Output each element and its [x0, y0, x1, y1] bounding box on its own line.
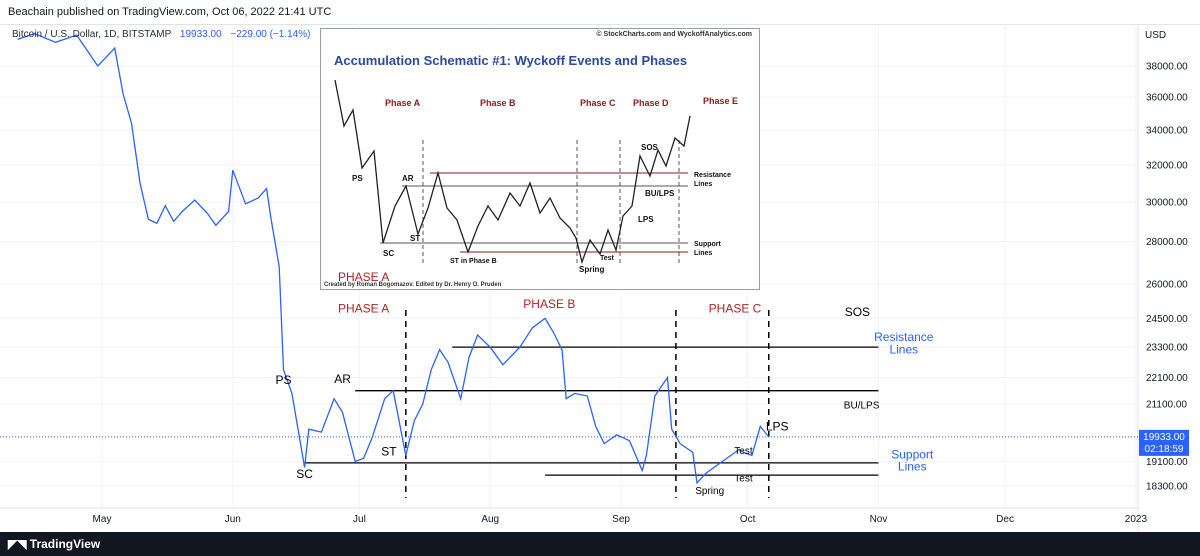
- chart-annotation: PHASE C: [709, 301, 762, 315]
- y-tick-label: 38000.00: [1146, 62, 1188, 73]
- inset-overflow-phase-a: PHASE A: [338, 270, 389, 284]
- tradingview-brand: TradingView: [29, 537, 101, 551]
- chart-annotation: PS: [275, 373, 291, 387]
- y-tick-label: 30000.00: [1146, 197, 1188, 208]
- inset-support-2: Lines: [694, 250, 712, 257]
- y-tick-label: 24500.00: [1146, 314, 1188, 325]
- chart-annotation: BU/LPS: [844, 400, 880, 411]
- inset-ar: AR: [402, 174, 414, 183]
- chart-annotation: Lines: [898, 460, 927, 474]
- y-tick-label: 21100.00: [1146, 400, 1187, 411]
- inset-bu-lps: BU/LPS: [645, 189, 675, 198]
- x-tick-label: May: [93, 514, 112, 525]
- last-price-countdown: 02:18:59: [1145, 444, 1184, 455]
- inset-title: Accumulation Schematic #1: Wyckoff Event…: [334, 53, 687, 68]
- inset-phase-d: Phase D: [633, 98, 669, 108]
- inset-phase-a: Phase A: [385, 98, 421, 108]
- y-tick-label: 23300.00: [1146, 343, 1188, 354]
- last-price-label: 19933.00 02:18:59: [1139, 429, 1189, 456]
- price-line: [17, 32, 770, 485]
- price-chart[interactable]: USD 38000.00 36000.00 34000.00 32000.00 3000…: [0, 24, 1200, 556]
- chart-annotation: Resistance: [874, 330, 934, 344]
- symbol-change: −229.00 (−1.14%): [230, 29, 311, 40]
- chart-annotation: AR: [334, 372, 351, 386]
- x-tick-label: Dec: [996, 514, 1014, 525]
- inset-resistance-2: Lines: [694, 181, 712, 188]
- wyckoff-schematic-inset: © StockCharts.com and WyckoffAnalytics.c…: [320, 28, 760, 290]
- price-axis-unit: USD: [1145, 30, 1166, 41]
- chart-annotations: PHASE A PHASE B PHASE C PS AR SC ST SOS BU/LPS LP…: [275, 297, 933, 497]
- inset-st-phase-b: ST in Phase B: [450, 258, 497, 265]
- symbol-name: Bitcoin / U.S. Dollar, 1D, BITSTAMP: [12, 29, 172, 40]
- chart-annotation: ST: [381, 444, 397, 458]
- symbol-legend[interactable]: Bitcoin / U.S. Dollar, 1D, BITSTAMP 1993…: [12, 29, 310, 40]
- bottom-bar: ◤◥ TradingView: [0, 532, 1200, 556]
- inset-support-1: Support: [694, 241, 721, 248]
- chart-annotation: Spring: [695, 486, 724, 497]
- inset-resistance-1: Resistance: [694, 172, 731, 179]
- inset-test: Test: [600, 255, 615, 262]
- chart-annotation: PHASE A: [338, 301, 389, 315]
- inset-sos: SOS: [641, 143, 659, 152]
- price-axis: 38000.00 36000.00 34000.00 32000.00 30000.00…: [1146, 62, 1188, 493]
- x-tick-label: Sep: [612, 514, 630, 525]
- phase-dividers: [405, 310, 770, 498]
- y-tick-label: 18300.00: [1146, 482, 1188, 493]
- inset-credit: Created by Roman Bogomazov. Edited by Dr…: [324, 282, 502, 288]
- top-bar: Beachain published on TradingView.com, O…: [0, 0, 1200, 25]
- y-tick-label: 32000.00: [1146, 160, 1188, 171]
- inset-st: ST: [410, 234, 420, 243]
- x-tick-label: Nov: [870, 514, 888, 525]
- chart-annotation: Lines: [889, 342, 918, 356]
- inset-phase-e: Phase E: [703, 96, 738, 106]
- published-info: Beachain published on TradingView.com, O…: [8, 6, 332, 18]
- y-tick-label: 28000.00: [1146, 237, 1188, 248]
- y-tick-label: 34000.00: [1146, 125, 1188, 136]
- chart-annotation: PHASE B: [523, 297, 575, 311]
- x-tick-label: Aug: [481, 514, 499, 525]
- y-tick-label: 26000.00: [1146, 280, 1188, 291]
- inset-phase-c: Phase C: [580, 98, 616, 108]
- tradingview-logo[interactable]: ◤◥ TradingView: [8, 537, 100, 551]
- tradingview-icon: ◤◥: [8, 537, 30, 551]
- inset-phase-b: Phase B: [480, 98, 516, 108]
- inset-ps: PS: [352, 174, 363, 183]
- inset-spring: Spring: [579, 265, 604, 274]
- x-tick-label: Jun: [225, 514, 241, 525]
- inset-copyright: © StockCharts.com and WyckoffAnalytics.c…: [596, 30, 752, 38]
- chart-annotation: Test: [734, 473, 753, 484]
- wyckoff-lines: [304, 346, 879, 476]
- symbol-price: 19933.00: [179, 29, 222, 40]
- y-tick-label: 19100.00: [1146, 457, 1188, 468]
- x-tick-label: Jul: [353, 514, 366, 525]
- x-tick-label: 2023: [1125, 514, 1148, 525]
- y-tick-label: 36000.00: [1146, 93, 1188, 104]
- chart-annotation: Support: [891, 447, 934, 461]
- price-series: [17, 32, 770, 485]
- time-axis: May Jun Jul Aug Sep Oct Nov Dec 2023: [93, 514, 1148, 525]
- chart-annotation: LPS: [766, 420, 789, 434]
- chart-annotation: SC: [296, 467, 313, 481]
- chart-annotation: Test: [734, 446, 753, 457]
- chart-annotation: SOS: [845, 305, 870, 319]
- x-tick-label: Oct: [740, 514, 756, 525]
- inset-sc: SC: [383, 249, 394, 258]
- last-price-value: 19933.00: [1143, 432, 1185, 443]
- y-tick-label: 22100.00: [1146, 373, 1188, 384]
- inset-lps: LPS: [638, 215, 654, 224]
